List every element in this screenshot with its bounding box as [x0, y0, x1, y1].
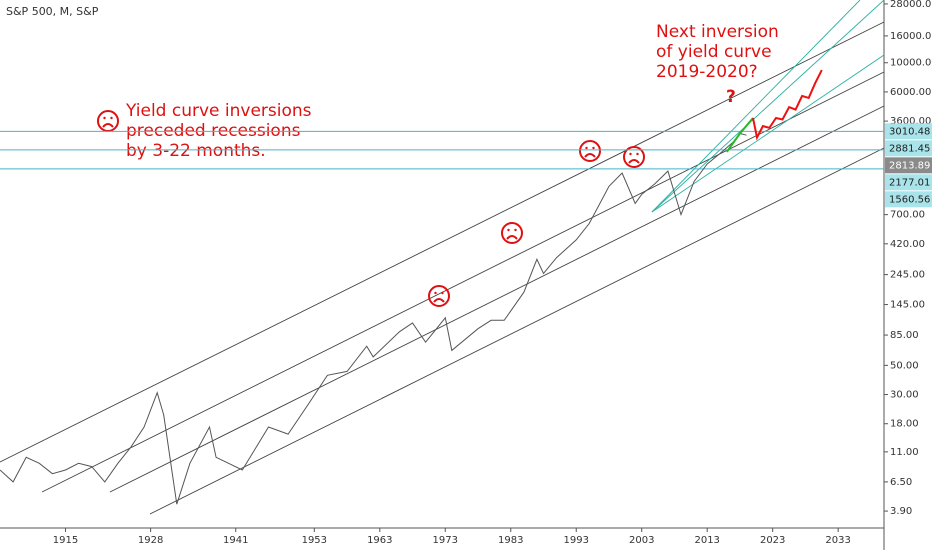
channel-line	[41, 71, 885, 493]
x-tick-label: 2013	[694, 535, 719, 546]
y-tick-label: 16000.00	[890, 31, 932, 42]
price-label-box	[885, 157, 932, 174]
sad-face	[428, 285, 450, 307]
price-line-series	[725, 117, 754, 153]
price-label: 1560.56	[889, 194, 930, 205]
sad-face	[623, 146, 645, 168]
fan-line	[651, 0, 885, 213]
x-tick-label: 1915	[53, 535, 78, 546]
annotation: of yield curve	[656, 42, 772, 62]
annotation: ?	[726, 87, 736, 107]
x-tick-label: 1963	[367, 535, 392, 546]
y-tick-label: 3600.00	[890, 116, 931, 127]
x-tick-label: 1953	[302, 535, 327, 546]
y-tick-label: 420.00	[890, 239, 925, 250]
x-tick-label: 1993	[564, 535, 589, 546]
x-tick-label: 2033	[825, 535, 850, 546]
channel-line	[109, 105, 885, 493]
y-tick-label: 85.00	[890, 330, 919, 341]
fan-line	[651, 0, 861, 213]
x-tick-label: 2003	[629, 535, 654, 546]
price-label-box	[885, 123, 932, 140]
x-tick-label: 1941	[223, 535, 248, 546]
y-tick-label: 145.00	[890, 300, 925, 311]
annotation: Yield curve inversions	[125, 101, 312, 121]
price-label-box	[885, 140, 932, 157]
x-tick-label: 1928	[138, 535, 163, 546]
price-line-series	[0, 132, 747, 505]
price-label-box	[885, 174, 932, 191]
x-tick-label: 1983	[498, 535, 523, 546]
sad-face	[579, 140, 601, 162]
y-tick-label: 245.00	[890, 270, 925, 281]
x-tick-label: 1973	[433, 535, 458, 546]
annotation: 2019-2020?	[656, 62, 758, 82]
fan-line	[651, 54, 885, 213]
price-label-box	[885, 191, 932, 208]
price-label: 2813.89	[889, 160, 930, 171]
y-tick-label: 18.00	[890, 419, 919, 430]
y-tick-label: 10000.00	[890, 58, 932, 69]
y-tick-label: 50.00	[890, 360, 919, 371]
annotation: Next inversion	[656, 22, 779, 42]
price-label: 2177.01	[889, 177, 930, 188]
y-tick-label: 700.00	[890, 210, 925, 221]
y-tick-label: 30.00	[890, 390, 919, 401]
annotation: by 3-22 months.	[126, 141, 266, 161]
channel-line	[149, 147, 885, 515]
x-tick-label: 2023	[760, 535, 785, 546]
y-tick-label: 6.50	[890, 477, 912, 488]
y-tick-label: 3.90	[890, 506, 912, 517]
chart-title: S&P 500, M, S&P	[6, 5, 99, 18]
price-label: 2881.45	[889, 143, 930, 154]
sad-face	[501, 222, 523, 244]
y-tick-label: 28000.00	[890, 0, 932, 10]
price-label: 3010.48	[889, 126, 930, 137]
channel-lines	[0, 0, 885, 515]
price-line-series	[752, 69, 823, 141]
channel-line	[0, 21, 885, 463]
y-tick-label: 6000.00	[890, 87, 931, 98]
y-tick-label: 11.00	[890, 447, 919, 458]
